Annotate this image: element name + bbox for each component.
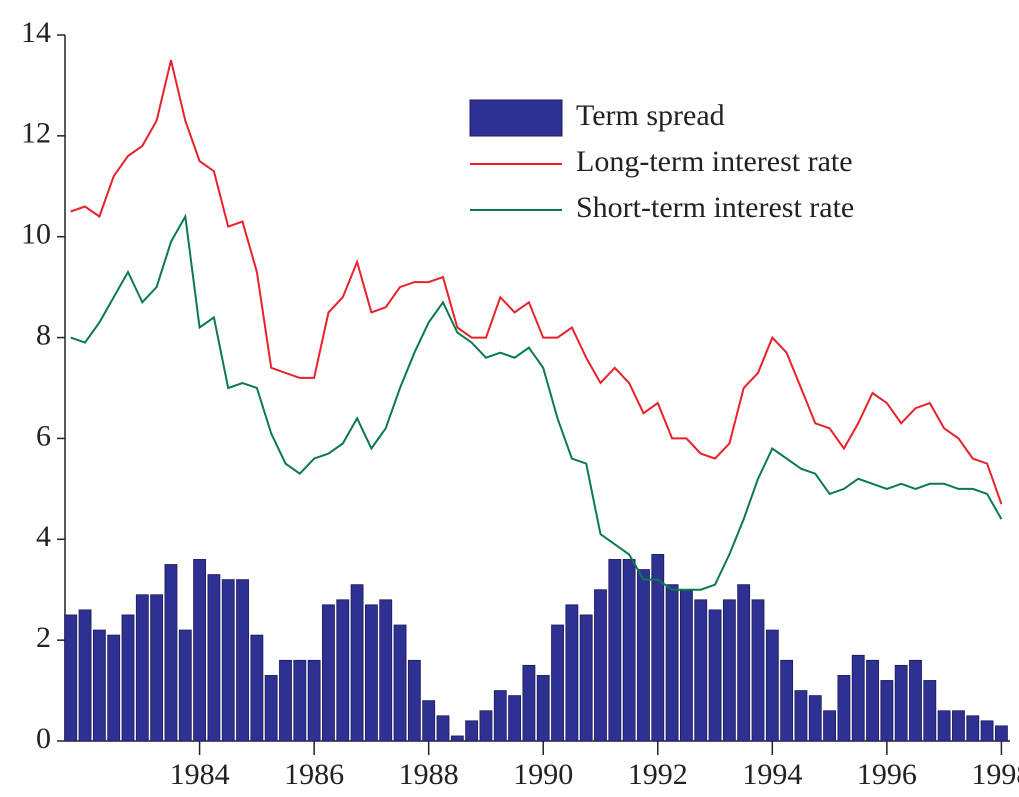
bar bbox=[679, 589, 693, 742]
bar bbox=[107, 634, 121, 742]
bar bbox=[150, 594, 164, 742]
x-tick-label: 1994 bbox=[742, 758, 802, 791]
bar bbox=[923, 680, 937, 742]
bar bbox=[522, 664, 536, 742]
y-tick-label: 8 bbox=[36, 318, 51, 351]
bar bbox=[694, 599, 708, 742]
bar bbox=[135, 594, 149, 742]
bar bbox=[236, 579, 249, 742]
bar bbox=[980, 720, 994, 742]
x-tick-label: 1992 bbox=[628, 758, 688, 791]
bar bbox=[751, 599, 765, 742]
bar bbox=[952, 710, 965, 742]
bar bbox=[450, 735, 464, 742]
bar bbox=[508, 695, 522, 742]
bar bbox=[651, 554, 665, 742]
bar bbox=[407, 659, 421, 742]
bar bbox=[594, 589, 607, 742]
y-tick-label: 10 bbox=[21, 218, 51, 251]
bar bbox=[207, 574, 221, 742]
bar bbox=[493, 690, 507, 742]
bar bbox=[322, 604, 335, 742]
line bbox=[70, 213, 1003, 591]
x-tick-label: 1984 bbox=[170, 758, 230, 791]
bar bbox=[565, 604, 579, 742]
bar bbox=[637, 569, 650, 742]
bar bbox=[622, 559, 636, 742]
y-tick-label: 6 bbox=[36, 419, 51, 452]
bar bbox=[551, 624, 564, 742]
bar bbox=[264, 675, 278, 742]
bar bbox=[436, 715, 450, 742]
legend-label: Short-term interest rate bbox=[576, 191, 854, 224]
bar bbox=[794, 690, 808, 742]
bar bbox=[966, 715, 980, 742]
bar bbox=[121, 614, 135, 742]
bar bbox=[823, 710, 837, 742]
bar bbox=[279, 659, 292, 742]
bar bbox=[937, 710, 951, 742]
bar bbox=[866, 659, 879, 742]
y-tick-label: 2 bbox=[36, 621, 51, 654]
bar bbox=[479, 710, 493, 742]
bar bbox=[465, 720, 479, 742]
y-tick-label: 0 bbox=[36, 722, 51, 755]
bar bbox=[837, 675, 851, 742]
bar bbox=[579, 614, 593, 742]
y-tick-label: 4 bbox=[36, 520, 51, 553]
bar bbox=[808, 695, 822, 742]
legend-swatch bbox=[469, 99, 563, 137]
bar bbox=[909, 659, 922, 742]
bar bbox=[293, 659, 307, 742]
bar bbox=[722, 599, 736, 742]
bar bbox=[336, 599, 350, 742]
y-tick-label: 12 bbox=[21, 117, 51, 150]
bar bbox=[393, 624, 407, 742]
bar bbox=[350, 584, 364, 742]
line bbox=[70, 59, 1003, 505]
x-tick-label: 1996 bbox=[857, 758, 917, 791]
bar bbox=[64, 614, 78, 742]
x-tick-label: 1986 bbox=[284, 758, 344, 791]
x-tick-label: 1988 bbox=[399, 758, 459, 791]
bar bbox=[307, 659, 321, 742]
bar bbox=[193, 559, 207, 742]
bar bbox=[178, 629, 192, 742]
bar bbox=[708, 609, 722, 742]
bar bbox=[880, 680, 894, 742]
bar bbox=[422, 700, 436, 742]
bar bbox=[221, 579, 235, 742]
bar bbox=[164, 564, 178, 742]
bar bbox=[92, 629, 106, 742]
bar bbox=[536, 675, 550, 742]
bar bbox=[364, 604, 378, 742]
bar bbox=[379, 599, 393, 742]
bar bbox=[78, 609, 92, 742]
bar bbox=[994, 725, 1008, 742]
legend-label: Term spread bbox=[576, 99, 725, 132]
bar bbox=[665, 584, 679, 742]
bar bbox=[851, 654, 865, 742]
bar bbox=[608, 559, 622, 742]
y-tick-label: 14 bbox=[21, 16, 51, 49]
x-tick-label: 1998 bbox=[971, 758, 1019, 791]
x-tick-label: 1990 bbox=[513, 758, 573, 791]
bar bbox=[765, 629, 779, 742]
bar bbox=[780, 659, 794, 742]
bar bbox=[737, 584, 751, 742]
bar bbox=[894, 664, 908, 742]
bar bbox=[250, 634, 264, 742]
legend-label: Long-term interest rate bbox=[576, 145, 853, 178]
